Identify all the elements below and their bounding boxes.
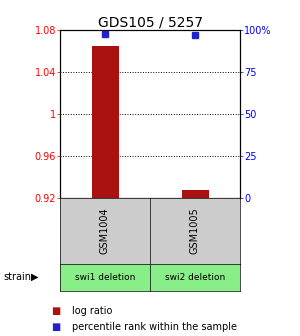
Text: GSM1004: GSM1004: [100, 208, 110, 254]
Title: GDS105 / 5257: GDS105 / 5257: [98, 15, 202, 29]
Text: percentile rank within the sample: percentile rank within the sample: [72, 322, 237, 332]
Text: ▶: ▶: [31, 272, 38, 282]
Text: ■: ■: [51, 306, 60, 316]
Text: strain: strain: [3, 272, 31, 282]
Text: GSM1005: GSM1005: [190, 208, 200, 254]
Text: ■: ■: [51, 322, 60, 332]
Text: swi1 deletion: swi1 deletion: [75, 273, 135, 282]
Bar: [92, 46, 118, 198]
Text: swi2 deletion: swi2 deletion: [165, 273, 225, 282]
Text: log ratio: log ratio: [72, 306, 112, 316]
Bar: [182, 190, 208, 198]
